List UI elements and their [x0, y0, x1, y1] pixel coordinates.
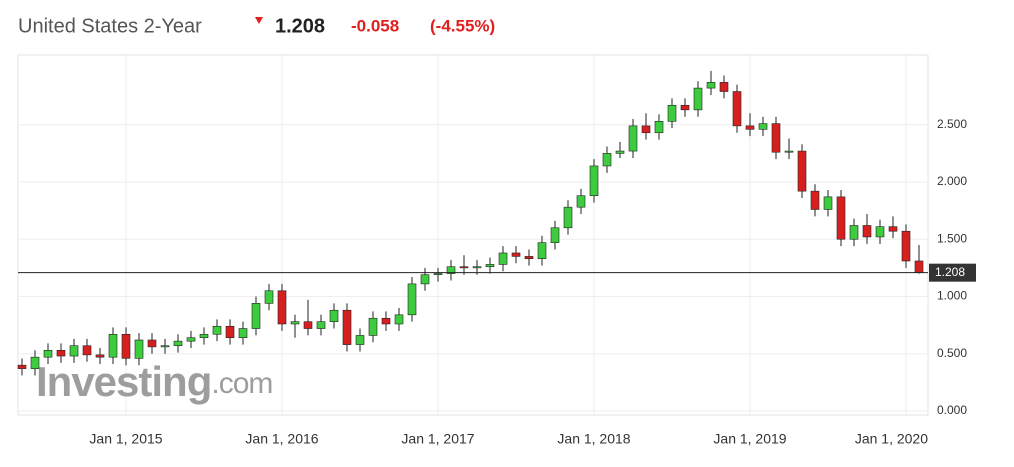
- candle-body: [108, 333, 118, 358]
- candle-body: [784, 150, 794, 153]
- y-tick-label: 1.500: [937, 231, 967, 245]
- y-tick-label: 0.500: [937, 346, 967, 360]
- candle-body: [446, 266, 456, 274]
- watermark-main: Investing: [36, 358, 211, 405]
- candle-body: [771, 123, 781, 153]
- candle-body: [342, 309, 352, 345]
- candle-body: [199, 333, 209, 339]
- candle-body: [69, 345, 79, 357]
- x-tick-label: Jan 1, 2019: [713, 431, 786, 447]
- candle-body: [160, 345, 170, 348]
- candle-body: [303, 321, 313, 329]
- candle-body: [316, 321, 326, 329]
- candle-body: [329, 309, 339, 322]
- candle-body: [56, 350, 66, 357]
- candle-body: [264, 290, 274, 304]
- candle-body: [238, 328, 248, 339]
- candle-body: [420, 274, 430, 285]
- candle-body: [277, 290, 287, 325]
- candle-body: [368, 317, 378, 336]
- candle-body: [472, 266, 482, 269]
- candle-body: [576, 195, 586, 208]
- candle-body: [680, 104, 690, 111]
- candle-body: [17, 364, 27, 369]
- candle-body: [134, 339, 144, 359]
- down-arrow-icon: [255, 17, 263, 24]
- candle-body: [524, 256, 534, 260]
- candle-body: [186, 337, 196, 342]
- candle-body: [407, 283, 417, 316]
- candle-body: [823, 196, 833, 210]
- price: 1.208: [275, 15, 325, 37]
- candle-body: [615, 150, 625, 154]
- candle-body: [693, 87, 703, 111]
- candle-body: [667, 104, 677, 122]
- candle-body: [888, 226, 898, 232]
- candle-body: [459, 266, 469, 269]
- change: -0.058: [351, 16, 399, 35]
- candle-body: [810, 190, 820, 210]
- candle-body: [901, 230, 911, 262]
- candle-body: [719, 82, 729, 92]
- candle-body: [732, 91, 742, 127]
- candle-body: [797, 150, 807, 192]
- candle-body: [537, 242, 547, 260]
- candle-body: [225, 325, 235, 339]
- candle-body: [355, 335, 365, 345]
- x-tick-label: Jan 1, 2020: [855, 431, 928, 447]
- candle-body: [875, 226, 885, 238]
- current-price-label: 1.208: [935, 265, 965, 279]
- watermark: Investing.com: [36, 358, 272, 405]
- x-tick-label: Jan 1, 2016: [245, 431, 318, 447]
- candle-body: [485, 264, 495, 268]
- candle-body: [589, 165, 599, 197]
- candle-body: [641, 125, 651, 134]
- candle-body: [550, 227, 560, 243]
- candle-body: [173, 340, 183, 347]
- watermark-suffix: .com: [211, 367, 272, 400]
- candle-body: [862, 225, 872, 238]
- candle-body: [498, 252, 508, 265]
- candle-body: [849, 225, 859, 240]
- x-tick-label: Jan 1, 2018: [557, 431, 630, 447]
- x-tick-label: Jan 1, 2015: [89, 431, 162, 447]
- candle-body: [30, 356, 40, 369]
- candle-body: [654, 120, 664, 134]
- candle-body: [511, 252, 521, 257]
- y-tick-label: 2.500: [937, 117, 967, 131]
- candle-body: [121, 333, 131, 359]
- candle-body: [836, 196, 846, 240]
- x-tick-label: Jan 1, 2017: [401, 431, 474, 447]
- candle-body: [381, 317, 391, 325]
- candle-body: [82, 345, 92, 356]
- candle-body: [147, 339, 157, 348]
- candle-body: [745, 125, 755, 130]
- candle-body: [43, 350, 53, 358]
- candle-body: [706, 82, 716, 89]
- y-tick-label: 0.000: [937, 403, 967, 417]
- candle-body: [914, 260, 924, 273]
- candle-body: [628, 125, 638, 152]
- candle-body: [758, 123, 768, 130]
- y-tick-label: 2.000: [937, 174, 967, 188]
- candle-body: [563, 206, 573, 229]
- change-percent: (-4.55%): [430, 16, 495, 35]
- y-tick-label: 1.000: [937, 289, 967, 303]
- chart-title: United States 2-Year: [18, 15, 202, 37]
- candle-body: [602, 153, 612, 167]
- candle-body: [290, 321, 300, 325]
- candle-body: [251, 303, 261, 329]
- candle-body: [394, 314, 404, 325]
- current-price-box: [929, 263, 976, 282]
- plot-frame: [17, 54, 929, 416]
- candle-body: [212, 325, 222, 335]
- candle-body: [433, 273, 443, 276]
- candle-body: [95, 354, 105, 358]
